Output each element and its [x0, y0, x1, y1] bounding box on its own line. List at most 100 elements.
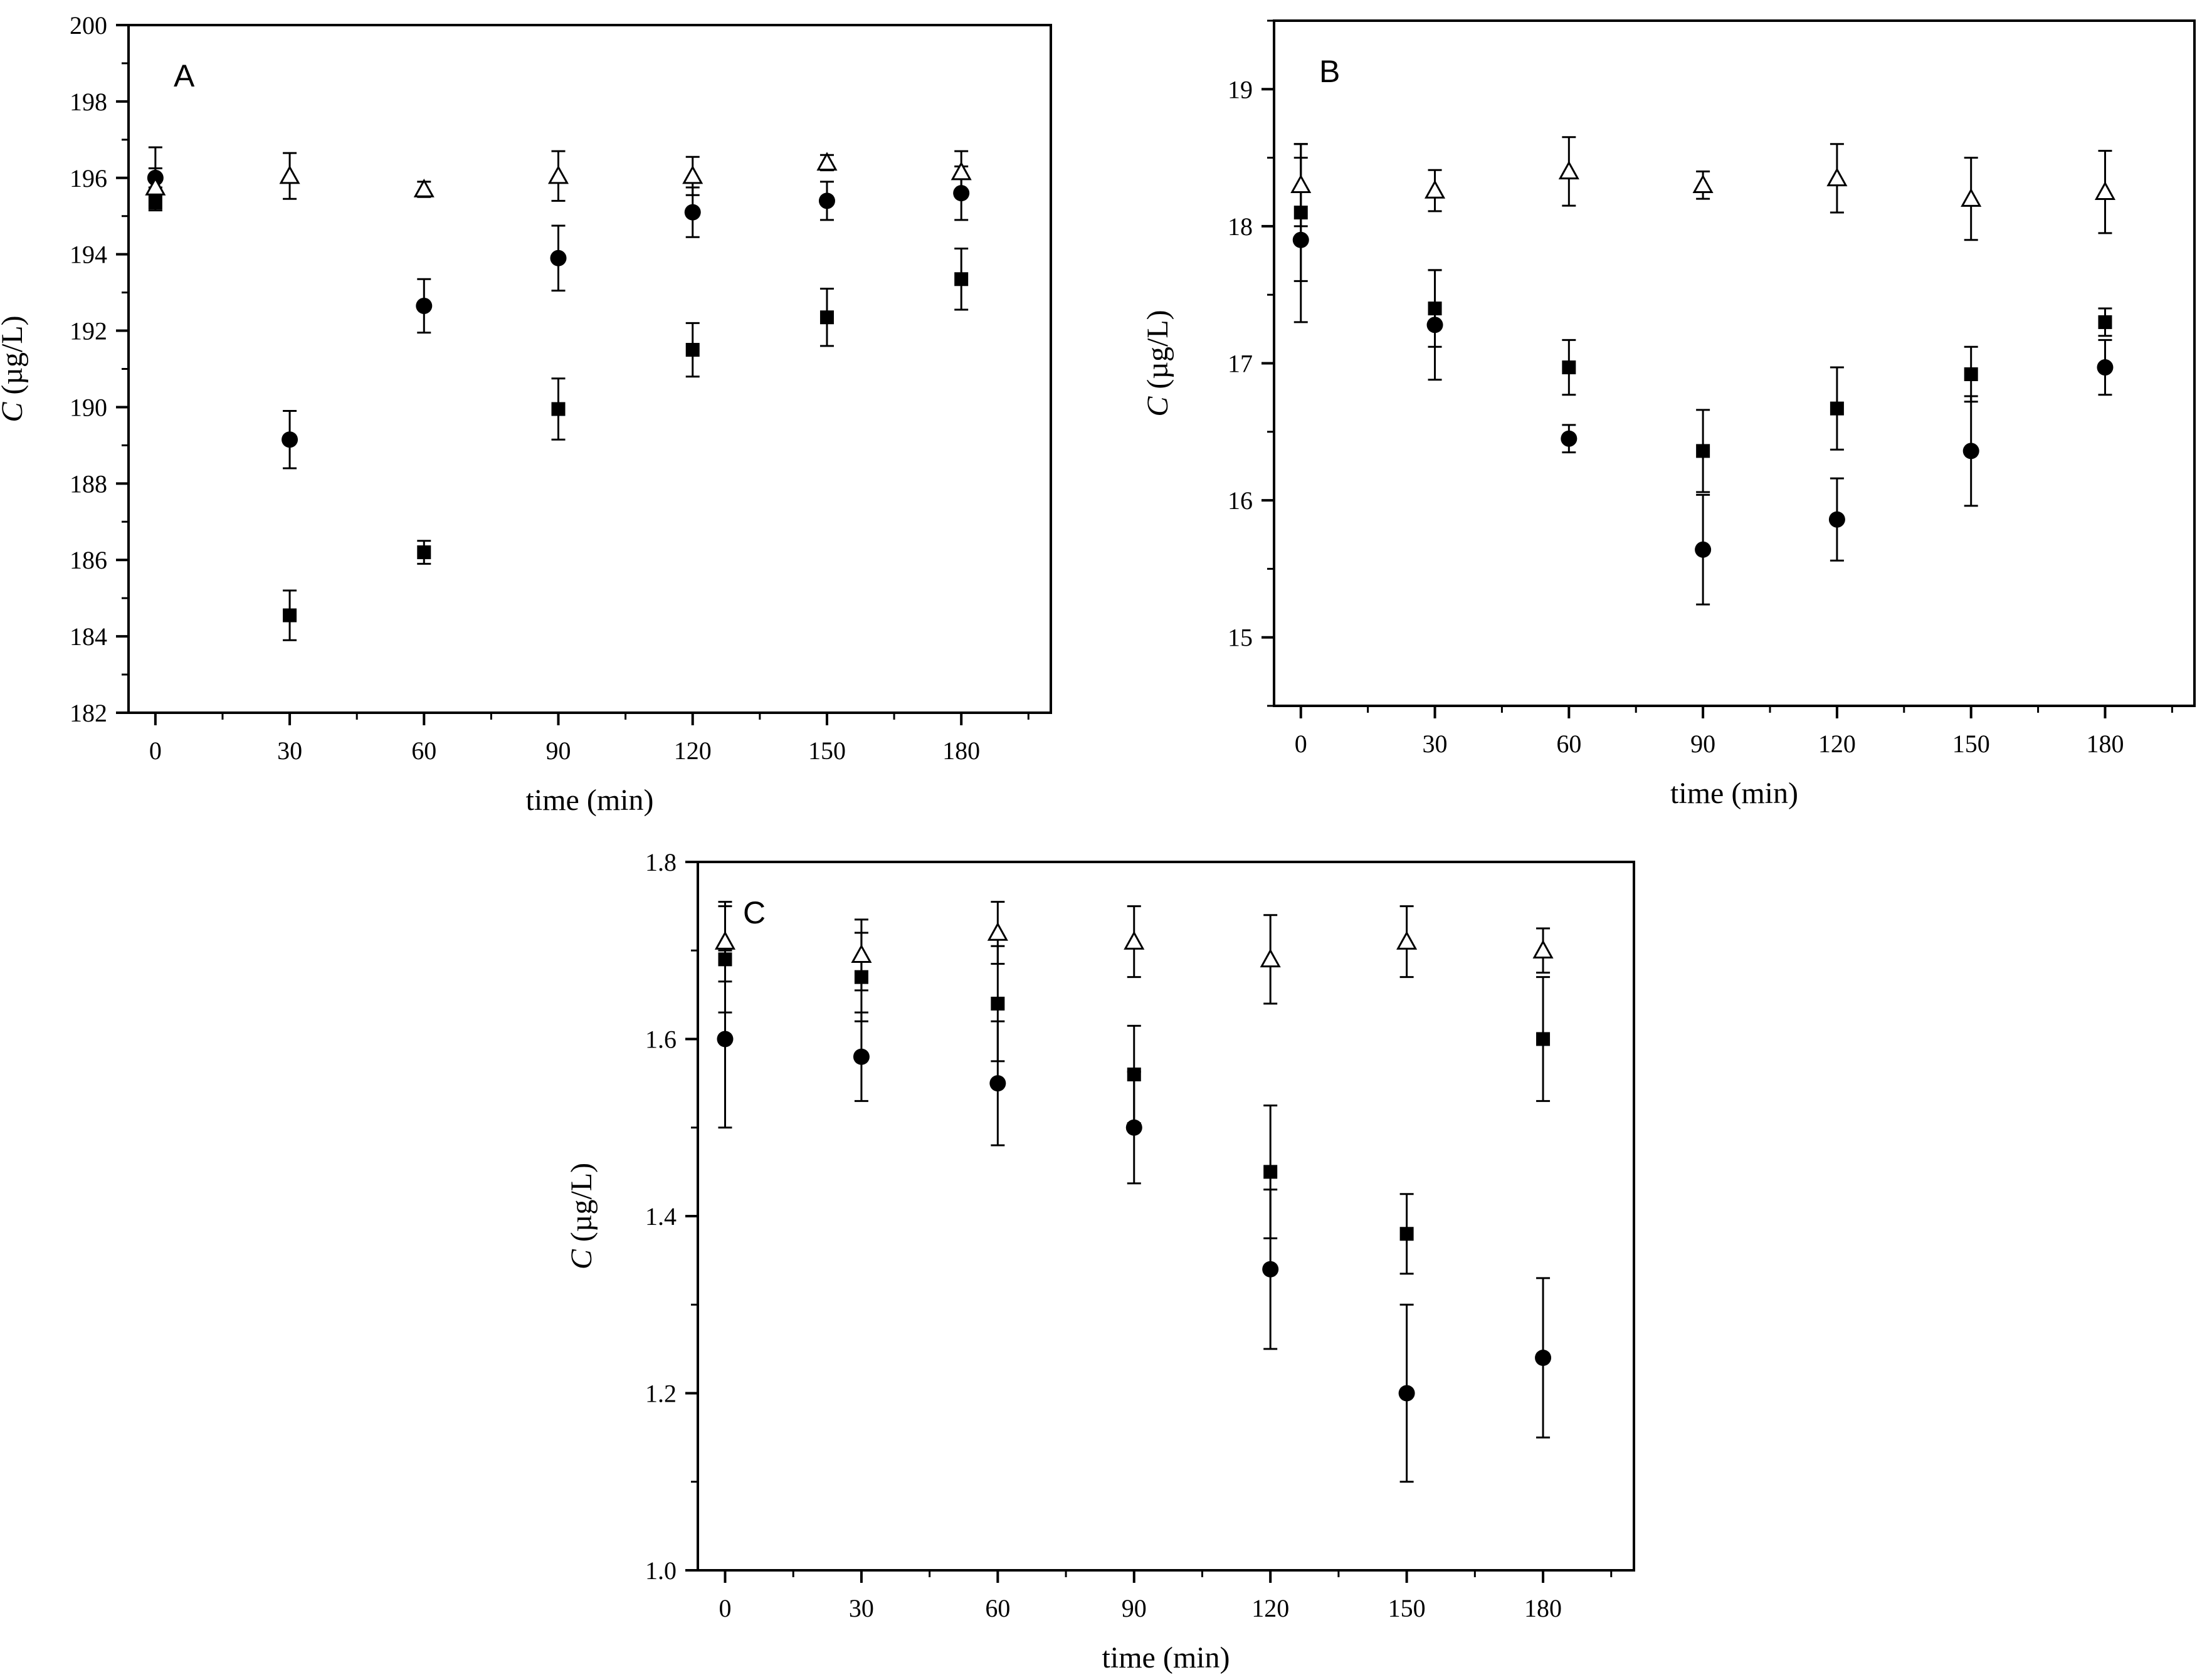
y-tick-label: 1.0: [645, 1557, 677, 1585]
data-point-circle: [1828, 511, 1845, 528]
y-tick-label: 200: [70, 11, 107, 39]
data-point-circle: [1561, 430, 1578, 447]
x-tick-label: 180: [2086, 730, 2124, 758]
data-point-square: [1263, 1165, 1278, 1179]
data-point-square: [1964, 367, 1978, 381]
data-point-circle: [853, 1048, 870, 1065]
data-point-triangle: [547, 165, 569, 184]
data-point-circle: [684, 204, 701, 221]
y-tick-label: 182: [70, 699, 107, 727]
x-tick-label: 90: [1122, 1594, 1147, 1622]
y-tick-label: 19: [1228, 75, 1253, 103]
x-tick-label: 180: [942, 737, 980, 765]
data-point-triangle: [1826, 167, 1848, 187]
data-point-triangle: [987, 921, 1008, 941]
x-tick-label: 90: [546, 737, 571, 765]
data-point-circle: [1262, 1261, 1279, 1278]
y-tick-label: 16: [1228, 486, 1253, 515]
data-point-circle: [818, 192, 835, 209]
data-point-triangle: [2094, 181, 2116, 200]
x-tick-label: 180: [1524, 1594, 1562, 1622]
y-tick-label: 17: [1228, 350, 1253, 378]
x-tick-label: 0: [719, 1594, 731, 1622]
x-tick-label: 0: [149, 737, 162, 765]
data-point-triangle: [1260, 948, 1281, 968]
data-point-circle: [1426, 317, 1443, 333]
data-point-triangle: [951, 161, 972, 181]
data-point-square: [991, 997, 1005, 1011]
plot-frame: [1273, 19, 2196, 707]
x-tick-label: 150: [808, 737, 846, 765]
data-point-square: [2098, 315, 2112, 329]
data-point-square: [1696, 444, 1710, 458]
data-point-triangle: [1961, 188, 1982, 207]
data-point-triangle: [816, 152, 838, 171]
data-point-circle: [1398, 1385, 1415, 1402]
data-point-square: [283, 608, 297, 622]
data-point-triangle: [851, 944, 872, 963]
x-tick-label: 60: [411, 737, 436, 765]
plot-frame: [127, 24, 1052, 714]
data-point-circle: [1535, 1350, 1552, 1366]
y-axis-label: C (µg/L): [565, 1163, 598, 1269]
x-tick-label: 30: [277, 737, 302, 765]
x-tick-label: 120: [674, 737, 712, 765]
y-tick-label: 18: [1228, 213, 1253, 241]
data-point-circle: [989, 1075, 1006, 1092]
x-tick-label: 30: [1423, 730, 1448, 758]
x-tick-label: 30: [849, 1594, 874, 1622]
y-axis-label: C (µg/L): [1141, 310, 1174, 416]
data-point-circle: [1962, 443, 1979, 459]
x-tick-label: 0: [1295, 730, 1307, 758]
x-axis-label: time (min): [1102, 1641, 1230, 1674]
y-axis-label: C (µg/L): [0, 315, 29, 422]
x-axis-label: time (min): [526, 784, 654, 817]
x-tick-label: 60: [985, 1594, 1010, 1622]
data-point-circle: [2097, 359, 2114, 376]
y-tick-label: 192: [70, 317, 107, 345]
data-point-square: [1399, 1227, 1414, 1241]
y-tick-label: 15: [1228, 624, 1253, 652]
panel-label: B: [1319, 54, 1340, 89]
data-point-triangle: [1424, 179, 1446, 199]
data-point-square: [1536, 1032, 1551, 1046]
y-tick-label: 190: [70, 393, 107, 421]
y-tick-label: 196: [70, 164, 107, 192]
data-point-square: [685, 343, 700, 357]
data-point-circle: [1292, 231, 1309, 248]
data-point-triangle: [1124, 931, 1145, 950]
data-point-square: [819, 310, 834, 325]
data-point-circle: [717, 1031, 734, 1047]
data-point-circle: [1695, 541, 1712, 558]
x-tick-label: 120: [1818, 730, 1856, 758]
data-point-triangle: [1396, 931, 1418, 950]
data-point-triangle: [1532, 940, 1554, 958]
chart-panel-A: 0 30 60 90 120 150 180 182 184 186 188 190 192 194 196…: [0, 11, 1052, 817]
data-point-square: [1562, 360, 1576, 375]
x-tick-label: 150: [1952, 730, 1990, 758]
x-tick-label: 60: [1556, 730, 1581, 758]
y-tick-label: 184: [70, 622, 107, 651]
data-point-triangle: [682, 165, 703, 184]
data-point-circle: [1125, 1119, 1142, 1136]
data-point-triangle: [1290, 174, 1312, 194]
panel-label: A: [174, 58, 195, 93]
x-axis-label: time (min): [1670, 777, 1798, 810]
y-tick-label: 1.6: [645, 1026, 677, 1054]
data-point-triangle: [1558, 160, 1579, 180]
y-tick-label: 186: [70, 546, 107, 574]
plot-frame: [697, 861, 1635, 1572]
y-tick-label: 198: [70, 88, 107, 116]
data-point-circle: [416, 297, 433, 314]
y-tick-label: 1.2: [645, 1380, 677, 1408]
data-point-square: [551, 402, 566, 416]
data-point-circle: [282, 431, 298, 448]
data-point-square: [1830, 401, 1844, 416]
data-point-triangle: [145, 176, 166, 196]
y-tick-label: 188: [70, 470, 107, 498]
data-point-square: [417, 545, 431, 560]
y-tick-label: 1.8: [645, 848, 677, 876]
